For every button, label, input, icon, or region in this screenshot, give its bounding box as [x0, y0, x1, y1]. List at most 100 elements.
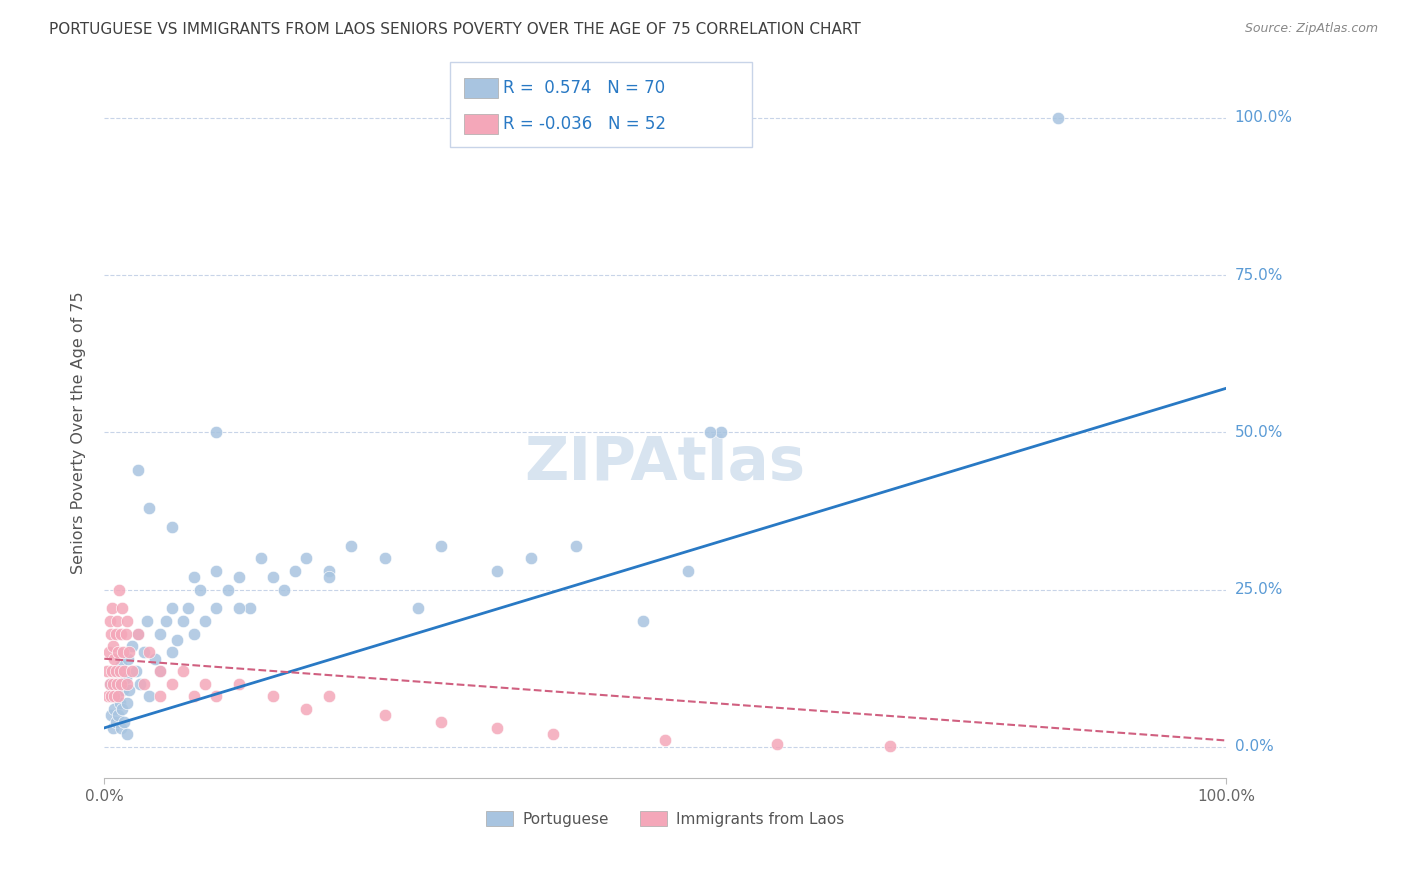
Point: [262, 690, 284, 704]
Point: [108, 665, 131, 679]
Text: 0.0%: 0.0%: [1234, 739, 1274, 755]
Point: [149, 665, 172, 679]
Point: [108, 677, 131, 691]
Point: [160, 645, 183, 659]
Point: [262, 570, 284, 584]
Point: [103, 721, 125, 735]
Point: [110, 721, 132, 735]
Point: [541, 727, 564, 741]
Point: [710, 425, 733, 440]
Point: [228, 601, 250, 615]
Point: [138, 500, 160, 515]
Point: [284, 564, 307, 578]
Point: [138, 645, 160, 659]
Point: [295, 551, 318, 566]
Point: [194, 614, 217, 628]
Point: [188, 582, 211, 597]
Point: [149, 626, 172, 640]
Point: [318, 570, 340, 584]
Text: Source: ZipAtlas.com: Source: ZipAtlas.com: [1244, 22, 1378, 36]
Point: [138, 690, 160, 704]
Point: [239, 601, 262, 615]
Point: [132, 645, 155, 659]
Point: [318, 690, 340, 704]
Point: [374, 708, 396, 723]
Point: [103, 639, 125, 653]
Point: [766, 737, 789, 751]
Point: [115, 727, 138, 741]
Point: [879, 739, 901, 753]
Point: [118, 645, 141, 659]
Point: [115, 696, 138, 710]
Point: [114, 626, 136, 640]
Point: [564, 539, 586, 553]
Point: [98, 677, 121, 691]
Point: [103, 702, 125, 716]
Point: [485, 721, 508, 735]
Point: [127, 463, 149, 477]
Point: [103, 651, 125, 665]
Point: [129, 677, 152, 691]
Point: [136, 614, 159, 628]
Text: PORTUGUESE VS IMMIGRANTS FROM LAOS SENIORS POVERTY OVER THE AGE OF 75 CORRELATIO: PORTUGUESE VS IMMIGRANTS FROM LAOS SENIO…: [49, 22, 860, 37]
Point: [103, 690, 125, 704]
Point: [101, 601, 124, 615]
Point: [112, 645, 135, 659]
Point: [114, 671, 136, 685]
Point: [98, 677, 121, 691]
Point: [107, 690, 129, 704]
Point: [205, 564, 228, 578]
Point: [103, 677, 125, 691]
Point: [519, 551, 541, 566]
Point: [98, 614, 121, 628]
Text: 50.0%: 50.0%: [1234, 425, 1282, 440]
Point: [104, 665, 127, 679]
Text: R = -0.036   N = 52: R = -0.036 N = 52: [503, 115, 666, 133]
Point: [112, 683, 135, 698]
Text: ZIPAtlas: ZIPAtlas: [524, 434, 806, 493]
Point: [149, 690, 172, 704]
Point: [177, 601, 200, 615]
Point: [149, 665, 172, 679]
Point: [121, 639, 143, 653]
Point: [108, 696, 131, 710]
Point: [127, 626, 149, 640]
Point: [143, 651, 166, 665]
Point: [111, 702, 134, 716]
Point: [96, 665, 118, 679]
Point: [104, 665, 127, 679]
Point: [115, 614, 138, 628]
Point: [108, 582, 131, 597]
Point: [132, 677, 155, 691]
Point: [205, 425, 228, 440]
Point: [97, 645, 120, 659]
Point: [273, 582, 295, 597]
Point: [183, 690, 205, 704]
Point: [100, 708, 122, 723]
Point: [107, 645, 129, 659]
Point: [205, 601, 228, 615]
Legend: Portuguese, Immigrants from Laos: Portuguese, Immigrants from Laos: [479, 805, 851, 833]
Point: [110, 626, 132, 640]
Point: [104, 626, 127, 640]
Point: [114, 714, 136, 729]
Point: [430, 539, 453, 553]
Point: [228, 677, 250, 691]
Point: [100, 690, 122, 704]
Point: [217, 582, 239, 597]
Point: [172, 665, 194, 679]
Point: [160, 601, 183, 615]
Point: [408, 601, 430, 615]
Point: [250, 551, 273, 566]
Point: [166, 632, 188, 647]
Point: [205, 690, 228, 704]
Point: [654, 733, 676, 747]
Point: [340, 539, 363, 553]
Point: [110, 677, 132, 691]
Point: [101, 665, 124, 679]
Point: [676, 564, 699, 578]
Y-axis label: Seniors Poverty Over the Age of 75: Seniors Poverty Over the Age of 75: [72, 291, 86, 574]
Point: [430, 714, 453, 729]
Point: [111, 601, 134, 615]
Point: [160, 677, 183, 691]
